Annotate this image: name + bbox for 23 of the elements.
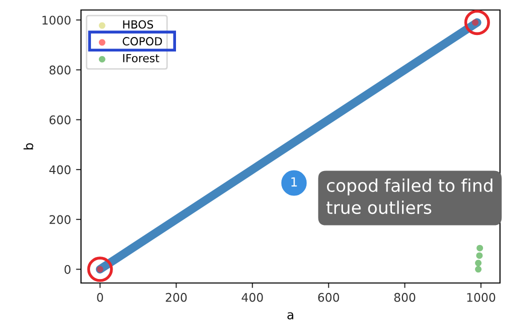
x-tick-label: 0 (97, 292, 104, 302)
y-tick-label: 400 (49, 165, 70, 174)
x-axis-title: a (287, 312, 294, 320)
annotation: 1 (291, 177, 297, 186)
point (476, 244, 484, 252)
x-tick-label: 400 (242, 292, 263, 302)
legend-label: COPOD (122, 37, 162, 46)
y-tick-label: 0 (64, 265, 70, 274)
legend-label: HBOS (123, 20, 154, 29)
y-tick-label: 800 (50, 66, 70, 74)
y-tick-label: 1000 (42, 16, 70, 25)
x-tick-label: 1000 (467, 292, 496, 302)
point (475, 266, 482, 273)
y-axis-title: b (24, 143, 34, 150)
x-tick-label: 600 (318, 292, 340, 302)
annotation: copod failed to find true outliers (326, 178, 492, 214)
x-tick-label: 800 (394, 292, 416, 302)
point (476, 252, 483, 259)
y-tick-label: 200 (50, 215, 70, 224)
y-tick-label: 600 (50, 115, 70, 124)
x-tick-label: 200 (166, 292, 187, 302)
point (475, 260, 482, 266)
legend-label: IForest (123, 54, 160, 62)
